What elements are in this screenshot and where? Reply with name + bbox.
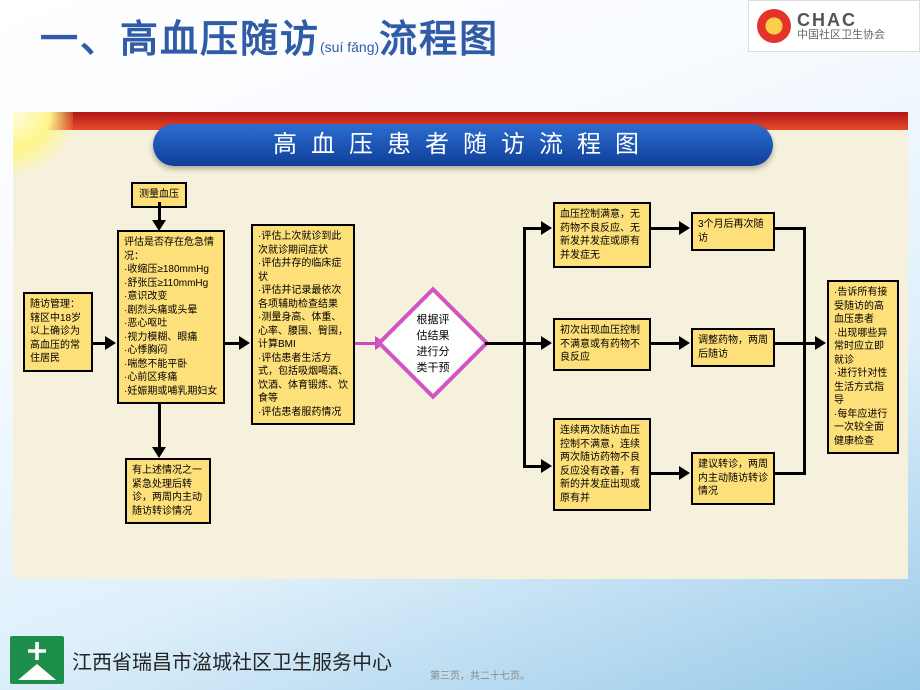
arrow-right-icon: [679, 221, 690, 235]
node-final: ·告诉所有接受随访的高血压患者 ·出现哪些异常时应立即就诊 ·进行针对性生活方式…: [827, 280, 899, 454]
flowchart: 高血压患者随访流程图 测量血压 随访管理：辖区中18岁以上确诊为高血压的常住居民…: [13, 112, 908, 579]
node-r1: 血压控制满意，无药物不良反应、无新发并发症或原有并发症无: [553, 202, 651, 268]
node-r2: 初次出现血压控制不满意或有药物不良反应: [553, 318, 651, 371]
node-a3: 建议转诊，两周内主动随访转诊情况: [691, 452, 775, 505]
edge: [158, 402, 161, 452]
footer-logo-icon: [10, 636, 64, 684]
node-a1: 3个月后再次随访: [691, 212, 775, 251]
page-indicator: 第三页，共二十七页。: [430, 667, 530, 682]
chac-name: 中国社区卫生协会: [797, 30, 885, 42]
edge: [775, 472, 805, 475]
chac-sun-icon: [757, 9, 791, 43]
chac-text: CHAC 中国社区卫生协会: [797, 11, 885, 41]
chac-logo: CHAC 中国社区卫生协会: [748, 0, 920, 52]
edge: [803, 227, 806, 475]
edge: [523, 227, 526, 467]
arrow-right-icon: [541, 336, 552, 350]
title-part2: 流程图: [379, 19, 499, 61]
chart-sun-icon: [13, 112, 73, 182]
edge: [485, 342, 525, 345]
slide-title: 一、高血压随访(suí fǎng)流程图: [40, 8, 499, 63]
edge: [775, 342, 805, 345]
arrow-right-icon: [679, 336, 690, 350]
edge: [775, 227, 805, 230]
arrow-right-icon: [239, 336, 250, 350]
arrow-right-icon: [679, 466, 690, 480]
node-decision: 根据评估结果进行分类干预: [376, 286, 489, 399]
node-n2: ·评估上次就诊到此次就诊期间症状 ·评估并存的临床症状 ·评估并记录最依次各项辅…: [251, 224, 355, 425]
chart-title: 高血压患者随访流程图: [153, 124, 773, 166]
arrow-right-icon: [541, 459, 552, 473]
node-n1b: 有上述情况之一紧急处理后转诊，两周内主动随访转诊情况: [125, 458, 211, 524]
footer-org: 江西省瑞昌市湓城社区卫生服务中心: [72, 646, 392, 675]
decision-text: 根据评估结果进行分类干预: [397, 307, 469, 379]
chac-abbr: CHAC: [797, 11, 885, 30]
arrow-right-icon: [105, 336, 116, 350]
node-r3: 连续两次随访血压控制不满意，连续两次随访药物不良反应没有改善，有新的并发症出现或…: [553, 418, 651, 511]
title-pinyin: (suí fǎng): [320, 39, 379, 55]
node-n1: 评估是否存在危急情况： ·收缩压≥180mmHg ·舒张压≥110mmHg ·意…: [117, 230, 225, 404]
arrow-down-icon: [152, 447, 166, 458]
node-n0: 随访管理：辖区中18岁以上确诊为高血压的常住居民: [23, 292, 93, 372]
arrow-right-icon: [815, 336, 826, 350]
node-a2: 调整药物，两周后随访: [691, 328, 775, 367]
arrow-right-icon: [541, 221, 552, 235]
footer: 江西省瑞昌市湓城社区卫生服务中心: [10, 636, 392, 684]
title-part1: 一、高血压随访: [40, 19, 320, 61]
